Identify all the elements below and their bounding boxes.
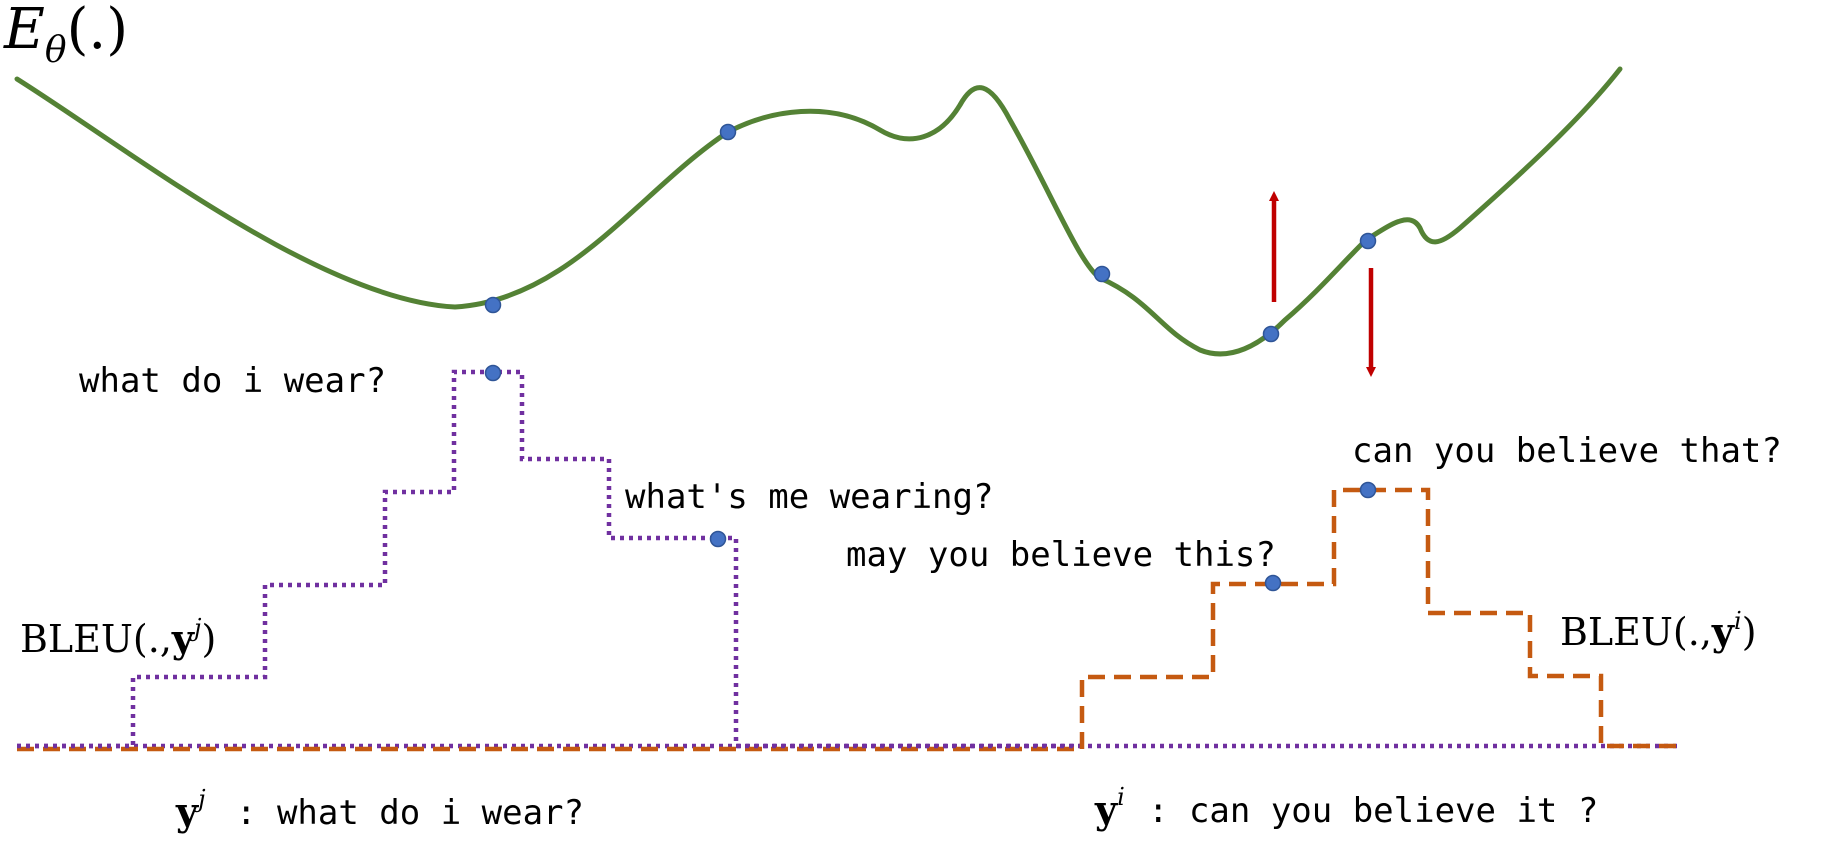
svg-text:yj: yj <box>175 785 206 834</box>
energy-symbol: E <box>3 0 45 62</box>
reference-i: yi : can you believe it ? <box>1094 783 1598 832</box>
bleu-j-label: BLEU(.,yj) <box>20 614 216 661</box>
reference-i-sentence: : can you believe it ? <box>1148 791 1598 831</box>
bleu-j-step-function <box>17 369 1082 749</box>
reference-j-var: y <box>175 789 199 834</box>
bleu-i-peak-point <box>1359 481 1377 499</box>
sentence-j-peak: what do i wear? <box>79 361 386 401</box>
reference-j: yj : what do i wear? <box>175 785 584 834</box>
svg-text:yi: yi <box>1094 783 1125 832</box>
energy-point-j-side <box>719 123 737 141</box>
bleu-i-label: BLEU(.,yi) <box>1560 607 1757 654</box>
sentence-i-side: may you believe this? <box>846 535 1276 575</box>
bleu-points <box>484 364 1377 592</box>
energy-function-label: Eθ(.) <box>3 0 128 71</box>
bleu-i-side-point <box>1264 574 1282 592</box>
energy-curve <box>14 66 1623 357</box>
energy-point-i-peak <box>1359 232 1377 250</box>
energy-point-y-j-match <box>484 296 502 314</box>
bleu-i-step-function <box>1079 487 1682 749</box>
sentence-i-peak: can you believe that? <box>1352 431 1782 471</box>
energy-point-i-low <box>1262 325 1280 343</box>
bleu-j-side-point <box>709 530 727 548</box>
bleu-j-peak-point <box>484 364 502 382</box>
reference-i-sup: i <box>1117 783 1125 811</box>
reference-j-sentence: : what do i wear? <box>236 793 584 833</box>
reference-i-var: y <box>1094 787 1118 832</box>
energy-subscript: θ <box>45 30 67 71</box>
sentence-j-side: what's me wearing? <box>625 477 993 517</box>
energy-argument: (.) <box>67 0 129 62</box>
energy-curve-points <box>484 123 1377 343</box>
energy-point-i-side <box>1093 265 1111 283</box>
